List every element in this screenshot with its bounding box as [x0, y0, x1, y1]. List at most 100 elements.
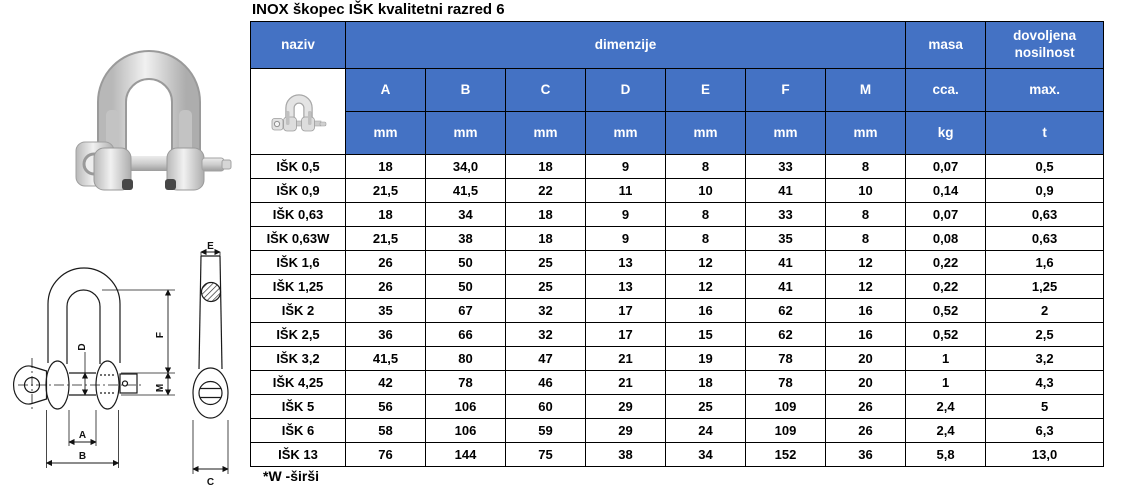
- value-cell: 32: [505, 322, 586, 347]
- header-col-b: B: [425, 68, 506, 112]
- table-row: IŠK 4,25 42 78 46 21 18 78 20 1 4,3: [250, 370, 1105, 395]
- header-col-c: C: [505, 68, 586, 112]
- header-col-m: M: [824, 68, 907, 112]
- value-cell: 18: [505, 202, 586, 227]
- table-row: IŠK 6 58 106 59 29 24 109 26 2,4 6,3: [250, 418, 1105, 443]
- value-cell: 46: [505, 370, 586, 395]
- row-name-cell: IŠK 2: [250, 298, 346, 323]
- row-name-cell: IŠK 6: [250, 418, 346, 443]
- value-cell: 25: [665, 394, 746, 419]
- technical-drawing: D F M A B E C: [5, 241, 250, 490]
- header-col-f: F: [745, 68, 826, 112]
- value-cell: 34,0: [425, 154, 506, 179]
- value-cell: 3,2: [985, 346, 1105, 371]
- row-name-cell: IŠK 0,63W: [250, 226, 346, 251]
- row-name-cell: IŠK 0,63: [250, 202, 346, 227]
- value-cell: 6,3: [985, 418, 1105, 443]
- value-cell: 18: [345, 202, 426, 227]
- table-row: IŠK 2,5 36 66 32 17 15 62 16 0,52 2,5: [250, 322, 1105, 347]
- dim-label-d: D: [77, 343, 88, 350]
- value-cell: 11: [585, 178, 666, 203]
- value-cell: 1,25: [985, 274, 1105, 299]
- value-cell: 25: [505, 250, 586, 275]
- value-cell: 36: [345, 322, 426, 347]
- value-cell: 21: [585, 346, 666, 371]
- value-cell: 17: [585, 298, 666, 323]
- header-naziv: naziv: [250, 21, 346, 69]
- value-cell: 34: [425, 202, 506, 227]
- value-cell: 78: [745, 346, 826, 371]
- value-cell: 144: [425, 442, 506, 467]
- row-name-cell: IŠK 1,6: [250, 250, 346, 275]
- unit-mm: mm: [824, 111, 907, 155]
- table-row: IŠK 0,9 21,5 41,5 22 11 10 41 10 0,14 0,9: [250, 178, 1105, 203]
- value-cell: 13,0: [985, 442, 1105, 467]
- value-cell: 2,5: [985, 322, 1105, 347]
- value-cell: 41: [745, 250, 826, 275]
- value-cell: 152: [745, 442, 826, 467]
- value-cell: 62: [745, 322, 826, 347]
- value-cell: 62: [745, 298, 826, 323]
- value-cell: 41: [745, 274, 826, 299]
- dim-label-a: A: [79, 430, 86, 441]
- value-cell: 29: [585, 418, 666, 443]
- value-cell: 2: [985, 298, 1105, 323]
- value-cell: 18: [345, 154, 426, 179]
- value-cell: 33: [745, 154, 826, 179]
- header-masa: masa: [905, 21, 987, 69]
- value-cell: 26: [824, 418, 907, 443]
- value-cell: 16: [824, 298, 907, 323]
- value-cell: 38: [425, 226, 506, 251]
- value-cell: 18: [505, 154, 586, 179]
- value-cell: 8: [824, 154, 907, 179]
- value-cell: 1: [905, 346, 987, 371]
- value-cell: 0,08: [905, 226, 987, 251]
- value-cell: 25: [505, 274, 586, 299]
- value-cell: 75: [505, 442, 586, 467]
- value-cell: 4,3: [985, 370, 1105, 395]
- header-col-a: A: [345, 68, 426, 112]
- page-title: INOX škopec IŠK kvalitetni razred 6: [252, 1, 505, 18]
- value-cell: 2,4: [905, 394, 987, 419]
- row-name-cell: IŠK 3,2: [250, 346, 346, 371]
- value-cell: 24: [665, 418, 746, 443]
- value-cell: 8: [824, 202, 907, 227]
- value-cell: 8: [824, 226, 907, 251]
- unit-kg: kg: [905, 111, 987, 155]
- value-cell: 12: [824, 250, 907, 275]
- value-cell: 21,5: [345, 178, 426, 203]
- value-cell: 47: [505, 346, 586, 371]
- value-cell: 16: [665, 298, 746, 323]
- unit-mm: mm: [505, 111, 586, 155]
- table-row: IŠK 1,6 26 50 25 13 12 41 12 0,22 1,6: [250, 250, 1105, 275]
- value-cell: 34: [665, 442, 746, 467]
- value-cell: 9: [585, 226, 666, 251]
- value-cell: 59: [505, 418, 586, 443]
- value-cell: 0,22: [905, 274, 987, 299]
- table-body: IŠK 0,5 18 34,0 18 9 8 33 8 0,07 0,5 IŠK 0,9 21,5 41…: [250, 154, 1105, 467]
- value-cell: 12: [824, 274, 907, 299]
- dim-label-m: M: [155, 384, 166, 392]
- naziv-shackle-thumbnail: [250, 68, 346, 155]
- value-cell: 8: [665, 226, 746, 251]
- value-cell: 0,07: [905, 154, 987, 179]
- value-cell: 8: [665, 154, 746, 179]
- value-cell: 0,14: [905, 178, 987, 203]
- shackle-photo-drawing: [75, 50, 232, 191]
- value-cell: 36: [824, 442, 907, 467]
- value-cell: 76: [345, 442, 426, 467]
- value-cell: 5,8: [905, 442, 987, 467]
- value-cell: 17: [585, 322, 666, 347]
- value-cell: 109: [745, 394, 826, 419]
- value-cell: 106: [425, 418, 506, 443]
- row-name-cell: IŠK 2,5: [250, 322, 346, 347]
- value-cell: 22: [505, 178, 586, 203]
- value-cell: 33: [745, 202, 826, 227]
- value-cell: 21,5: [345, 226, 426, 251]
- value-cell: 109: [745, 418, 826, 443]
- row-name-cell: IŠK 13: [250, 442, 346, 467]
- unit-mm: mm: [665, 111, 746, 155]
- table-row: IŠK 0,63W 21,5 38 18 9 8 35 8 0,08 0,63: [250, 226, 1105, 251]
- table-row: IŠK 1,25 26 50 25 13 12 41 12 0,22 1,25: [250, 274, 1105, 299]
